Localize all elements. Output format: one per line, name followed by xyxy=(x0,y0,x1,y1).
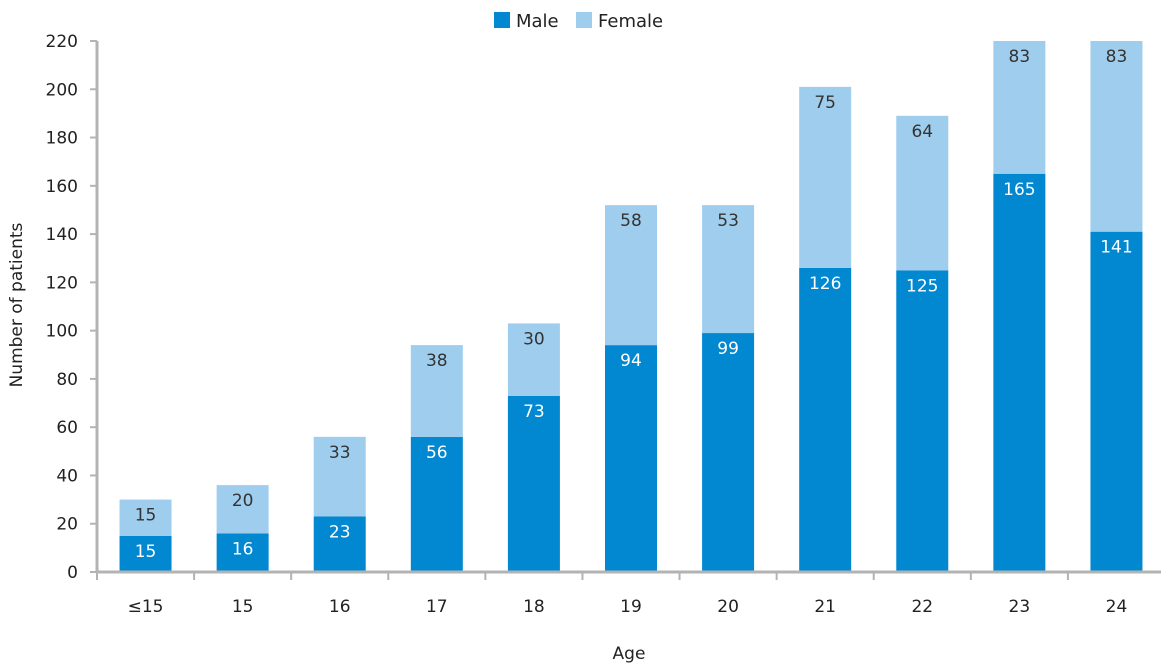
data-label-male-6: 99 xyxy=(717,339,739,359)
data-label-female-4: 30 xyxy=(523,329,545,349)
data-label-male-4: 73 xyxy=(523,402,545,422)
bar-male-7 xyxy=(799,267,852,572)
y-tick-label: 20 xyxy=(56,515,78,535)
data-label-male-5: 94 xyxy=(620,351,642,371)
bar-female-3 xyxy=(410,345,463,437)
data-label-female-7: 75 xyxy=(814,93,836,113)
data-label-female-10: 83 xyxy=(1106,47,1128,67)
data-label-male-0: 15 xyxy=(135,542,157,562)
x-axis: ≤15 15 16 17 18 19 20 21 22 23 24 xyxy=(96,570,1161,617)
y-tick-label: 160 xyxy=(46,177,78,197)
y-tick-label: 140 xyxy=(46,225,78,245)
legend-swatch-male xyxy=(494,12,510,28)
y-tick-label: 120 xyxy=(46,273,78,293)
x-tick-label: 19 xyxy=(620,597,642,617)
data-label-female-2: 33 xyxy=(329,443,351,463)
bar-male-4 xyxy=(507,395,560,572)
bar-female-6 xyxy=(702,205,755,334)
y-tick-label: 40 xyxy=(56,466,78,486)
bar-female-4 xyxy=(507,323,560,396)
data-label-male-3: 56 xyxy=(426,443,448,463)
y-tick-label: 60 xyxy=(56,418,78,438)
y-tick-label: 80 xyxy=(56,370,78,390)
x-tick-label: 18 xyxy=(523,597,545,617)
y-tick-label: 220 xyxy=(46,32,78,52)
data-label-female-9: 83 xyxy=(1009,47,1031,67)
bar-male-6 xyxy=(702,333,755,572)
bar-female-2 xyxy=(313,436,366,517)
y-tick-label: 0 xyxy=(67,563,78,583)
x-tick-label: 20 xyxy=(717,597,739,617)
bar-male-9 xyxy=(993,173,1046,572)
x-tick-label: 22 xyxy=(911,597,933,617)
data-label-male-10: 141 xyxy=(1100,238,1132,258)
bar-male-10 xyxy=(1090,231,1143,572)
bar-labels: 15 15 16 20 23 33 56 38 73 30 94 58 99 53 126 75 125 64 16… xyxy=(135,47,1133,562)
bars xyxy=(119,41,1143,572)
legend-label-female: Female xyxy=(598,11,663,32)
bar-male-5 xyxy=(605,345,657,572)
bar-female-7 xyxy=(799,86,852,268)
x-tick-label: 24 xyxy=(1106,597,1128,617)
data-label-female-3: 38 xyxy=(426,351,448,371)
y-tick-label: 180 xyxy=(46,129,78,149)
legend-swatch-female xyxy=(576,12,592,28)
data-label-female-1: 20 xyxy=(232,491,254,511)
bar-female-10 xyxy=(1090,41,1143,232)
x-tick-label: 21 xyxy=(814,597,836,617)
bar-male-0 xyxy=(119,535,172,572)
y-tick-label: 100 xyxy=(46,322,78,342)
bar-male-2 xyxy=(313,516,366,572)
bar-female-8 xyxy=(896,115,949,271)
x-tick-label: 16 xyxy=(329,597,351,617)
data-label-female-0: 15 xyxy=(135,506,157,526)
x-tick-label: 15 xyxy=(232,597,254,617)
data-label-female-8: 64 xyxy=(911,122,933,142)
data-label-male-8: 125 xyxy=(906,276,938,296)
x-tick-label: ≤15 xyxy=(128,597,164,617)
bar-male-8 xyxy=(896,270,949,572)
x-tick-label: 23 xyxy=(1009,597,1031,617)
data-label-male-7: 126 xyxy=(809,274,841,294)
x-axis-title: Age xyxy=(613,644,646,664)
data-label-female-6: 53 xyxy=(717,211,739,231)
y-axis-title: Number of patients xyxy=(7,222,27,387)
bar-female-9 xyxy=(993,41,1046,174)
legend-label-male: Male xyxy=(516,11,559,32)
bar-female-5 xyxy=(605,205,657,346)
data-label-male-1: 16 xyxy=(232,539,254,559)
x-tick-label: 17 xyxy=(426,597,448,617)
y-axis: 0 20 40 60 80 100 120 140 160 180 200 220 xyxy=(46,32,99,583)
bar-male-3 xyxy=(410,436,463,572)
data-label-female-5: 58 xyxy=(620,211,642,231)
bar-female-1 xyxy=(216,485,269,534)
data-label-male-9: 165 xyxy=(1003,180,1035,200)
y-tick-label: 200 xyxy=(46,80,78,100)
bar-male-1 xyxy=(216,533,269,572)
legend: Male Female xyxy=(494,11,663,32)
data-label-male-2: 23 xyxy=(329,522,351,542)
bar-female-0 xyxy=(119,499,172,536)
